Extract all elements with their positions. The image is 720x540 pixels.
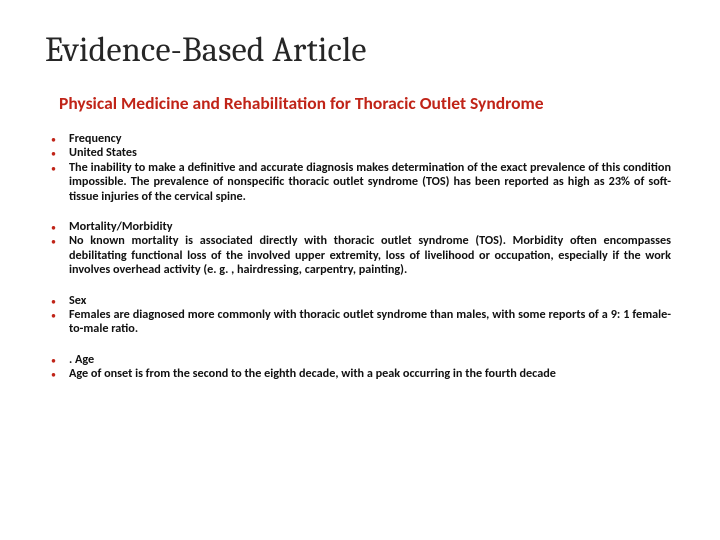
bullet-icon: • [51, 132, 69, 146]
content-area: • Frequency • United States • The inabil… [51, 132, 675, 381]
bullet-icon: • [51, 353, 69, 367]
bullet-group: • Sex • Females are diagnosed more commo… [51, 294, 675, 337]
list-text: Age of onset is from the second to the e… [69, 367, 675, 381]
list-item: • Females are diagnosed more commonly wi… [51, 308, 675, 337]
list-item: • The inability to make a definitive and… [51, 161, 675, 204]
list-text: Sex [69, 294, 675, 308]
list-text: United States [69, 146, 675, 160]
list-text: . Age [69, 353, 675, 367]
bullet-icon: • [51, 308, 69, 322]
list-text: The inability to make a definitive and a… [69, 161, 675, 204]
bullet-icon: • [51, 220, 69, 234]
list-item: • Sex [51, 294, 675, 308]
bullet-group: • Frequency • United States • The inabil… [51, 132, 675, 204]
list-text: Females are diagnosed more commonly with… [69, 308, 675, 337]
slide: Evidence-Based Article Physical Medicine… [0, 0, 720, 540]
subtitle: Physical Medicine and Rehabilitation for… [59, 92, 675, 114]
list-item: • Mortality/Morbidity [51, 220, 675, 234]
bullet-icon: • [51, 294, 69, 308]
list-item: • Age of onset is from the second to the… [51, 367, 675, 381]
list-item: • No known mortality is associated direc… [51, 234, 675, 277]
bullet-icon: • [51, 234, 69, 248]
list-text: No known mortality is associated directl… [69, 234, 675, 277]
list-text: Mortality/Morbidity [69, 220, 675, 234]
list-text: Frequency [69, 132, 675, 146]
page-title: Evidence-Based Article [45, 30, 675, 70]
bullet-icon: • [51, 161, 69, 175]
bullet-group: • Mortality/Morbidity • No known mortali… [51, 220, 675, 278]
list-item: • United States [51, 146, 675, 160]
bullet-icon: • [51, 146, 69, 160]
list-item: • . Age [51, 353, 675, 367]
list-item: • Frequency [51, 132, 675, 146]
bullet-group: • . Age • Age of onset is from the secon… [51, 353, 675, 382]
bullet-icon: • [51, 367, 69, 381]
